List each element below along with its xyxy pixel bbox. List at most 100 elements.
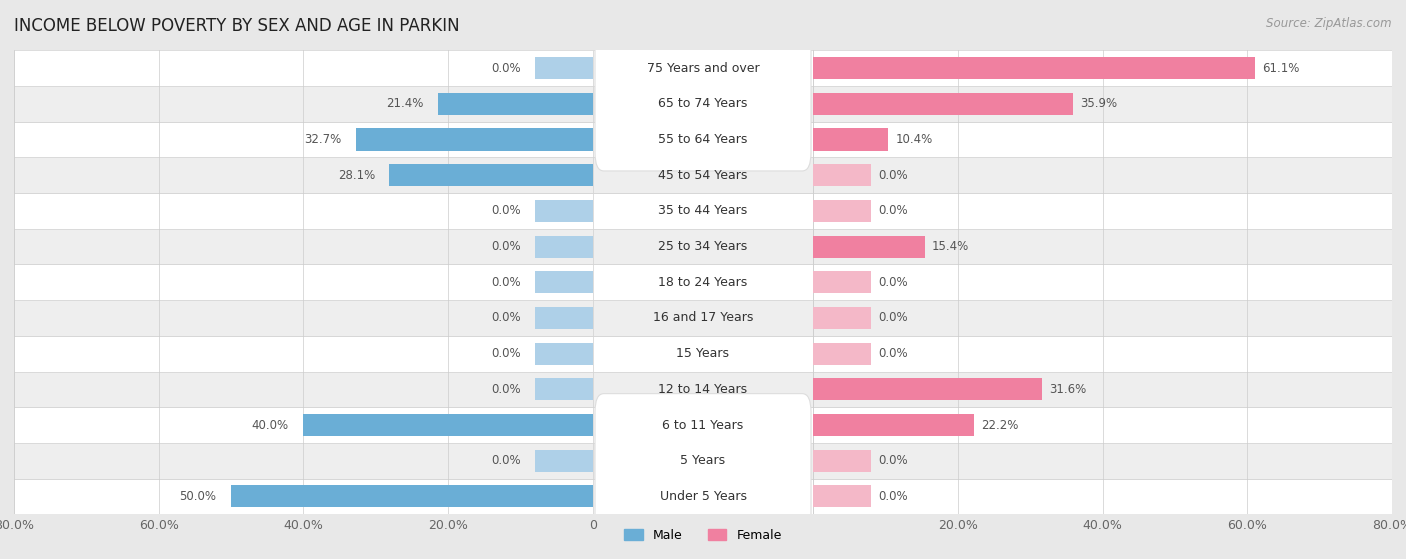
Text: 45 to 54 Years: 45 to 54 Years	[658, 169, 748, 182]
Text: 32.7%: 32.7%	[305, 133, 342, 146]
Bar	[593, 372, 813, 407]
Bar	[593, 300, 813, 336]
Bar	[813, 193, 1392, 229]
Bar	[813, 407, 1392, 443]
Bar	[593, 264, 813, 300]
Bar	[813, 200, 872, 222]
Bar	[813, 264, 1392, 300]
Bar	[14, 264, 593, 300]
Text: 0.0%: 0.0%	[879, 311, 908, 324]
Text: 55 to 64 Years: 55 to 64 Years	[658, 133, 748, 146]
Bar	[14, 300, 593, 336]
Bar	[813, 449, 872, 472]
Bar	[534, 271, 593, 293]
Bar	[813, 122, 1392, 158]
Bar	[813, 129, 889, 150]
Text: 0.0%: 0.0%	[879, 490, 908, 503]
Bar	[593, 86, 813, 122]
Text: 0.0%: 0.0%	[491, 240, 520, 253]
Bar	[14, 122, 593, 158]
Bar	[813, 86, 1392, 122]
Text: 0.0%: 0.0%	[879, 205, 908, 217]
Bar	[813, 229, 1392, 264]
Text: 0.0%: 0.0%	[491, 383, 520, 396]
Bar	[14, 372, 593, 407]
Bar	[14, 336, 593, 372]
Bar	[813, 57, 1256, 79]
Bar	[813, 271, 872, 293]
Text: 35.9%: 35.9%	[1080, 97, 1118, 110]
Bar	[813, 158, 1392, 193]
Bar	[14, 193, 593, 229]
Text: 0.0%: 0.0%	[879, 454, 908, 467]
Bar	[534, 378, 593, 400]
Text: 0.0%: 0.0%	[491, 454, 520, 467]
FancyBboxPatch shape	[595, 394, 811, 559]
Text: 0.0%: 0.0%	[879, 169, 908, 182]
Bar	[534, 449, 593, 472]
Text: 25 to 34 Years: 25 to 34 Years	[658, 240, 748, 253]
Bar	[813, 343, 872, 364]
Bar	[813, 336, 1392, 372]
Bar	[14, 158, 593, 193]
Bar	[14, 86, 593, 122]
Bar	[534, 307, 593, 329]
Bar	[437, 93, 593, 115]
Bar	[813, 164, 872, 186]
Text: 0.0%: 0.0%	[491, 276, 520, 289]
Bar	[534, 235, 593, 258]
Text: 10.4%: 10.4%	[896, 133, 934, 146]
Text: 40.0%: 40.0%	[252, 419, 290, 432]
Text: 50.0%: 50.0%	[180, 490, 217, 503]
Text: INCOME BELOW POVERTY BY SEX AND AGE IN PARKIN: INCOME BELOW POVERTY BY SEX AND AGE IN P…	[14, 17, 460, 35]
Text: 5 Years: 5 Years	[681, 454, 725, 467]
Text: 21.4%: 21.4%	[387, 97, 423, 110]
Text: 35 to 44 Years: 35 to 44 Years	[658, 205, 748, 217]
Bar	[813, 307, 872, 329]
Bar	[356, 129, 593, 150]
Bar	[593, 229, 813, 264]
Bar	[593, 50, 813, 86]
Text: 6 to 11 Years: 6 to 11 Years	[662, 419, 744, 432]
Bar	[813, 235, 925, 258]
Bar	[14, 443, 593, 479]
FancyBboxPatch shape	[595, 0, 811, 171]
Bar	[534, 57, 593, 79]
Bar	[813, 485, 872, 508]
Bar	[389, 164, 593, 186]
Text: 15.4%: 15.4%	[932, 240, 969, 253]
Bar	[813, 479, 1392, 514]
Text: 16 and 17 Years: 16 and 17 Years	[652, 311, 754, 324]
Bar	[14, 50, 593, 86]
Text: 31.6%: 31.6%	[1049, 383, 1087, 396]
Bar	[813, 300, 1392, 336]
Text: 28.1%: 28.1%	[337, 169, 375, 182]
Text: 0.0%: 0.0%	[879, 347, 908, 360]
Text: 22.2%: 22.2%	[981, 419, 1018, 432]
Text: 0.0%: 0.0%	[491, 311, 520, 324]
Bar	[593, 193, 813, 229]
Bar	[813, 93, 1073, 115]
Text: Source: ZipAtlas.com: Source: ZipAtlas.com	[1267, 17, 1392, 30]
Bar	[813, 414, 974, 436]
Bar	[534, 343, 593, 364]
Text: 15 Years: 15 Years	[676, 347, 730, 360]
Bar	[593, 407, 813, 443]
Bar	[593, 122, 813, 158]
Bar	[231, 485, 593, 508]
Bar	[813, 443, 1392, 479]
Text: 12 to 14 Years: 12 to 14 Years	[658, 383, 748, 396]
Bar	[593, 443, 813, 479]
Bar	[14, 229, 593, 264]
Bar	[14, 479, 593, 514]
Bar	[593, 158, 813, 193]
Text: 0.0%: 0.0%	[491, 347, 520, 360]
Bar	[14, 407, 593, 443]
Bar	[593, 336, 813, 372]
Text: 75 Years and over: 75 Years and over	[647, 61, 759, 75]
Text: 65 to 74 Years: 65 to 74 Years	[658, 97, 748, 110]
Bar	[813, 378, 1042, 400]
Bar	[813, 50, 1392, 86]
Text: 0.0%: 0.0%	[879, 276, 908, 289]
Text: 18 to 24 Years: 18 to 24 Years	[658, 276, 748, 289]
